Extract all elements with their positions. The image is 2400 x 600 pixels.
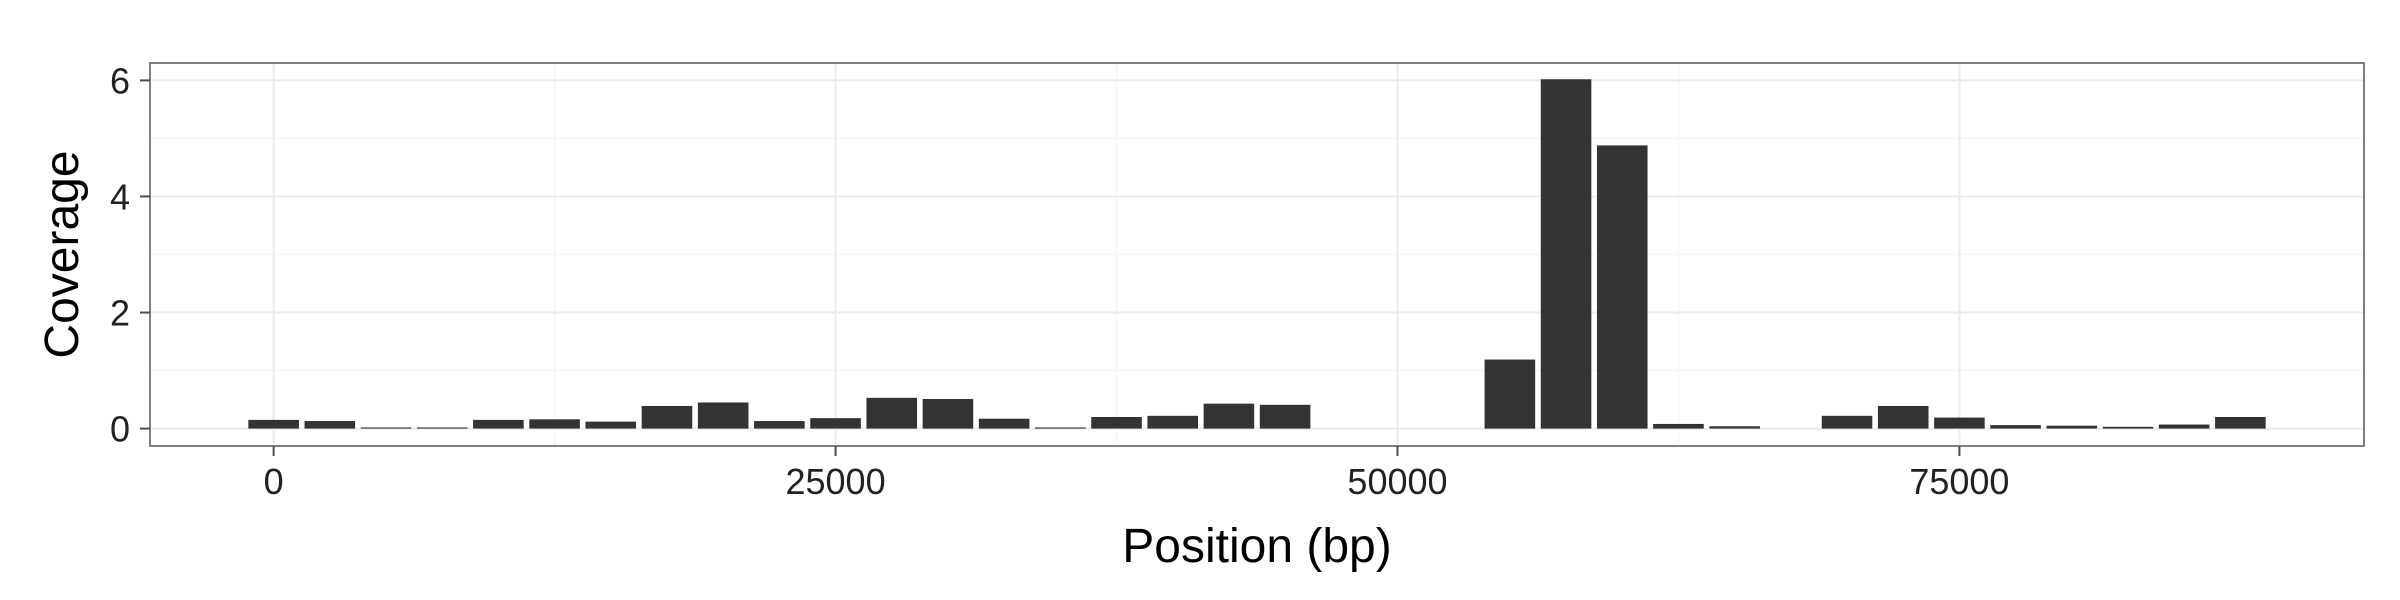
coverage-bar xyxy=(1147,415,1198,429)
coverage-bar xyxy=(1934,417,1985,429)
coverage-bar xyxy=(1540,79,1592,429)
coverage-bar xyxy=(697,402,749,429)
y-tick-label: 2 xyxy=(110,293,130,334)
plot-panel-border xyxy=(149,62,2365,447)
coverage-bar xyxy=(641,405,693,429)
coverage-bar xyxy=(1091,416,1142,429)
coverage-bar xyxy=(1259,404,1311,429)
coverage-bar xyxy=(1821,415,1873,429)
coverage-bar xyxy=(978,418,1030,429)
coverage-bar xyxy=(1035,427,1086,429)
coverage-bar xyxy=(1484,359,1536,429)
coverage-bar xyxy=(1877,405,1929,429)
x-tick-label: 25000 xyxy=(785,461,885,502)
coverage-bar xyxy=(585,421,637,429)
coverage-bar xyxy=(1709,426,1760,429)
coverage-bar xyxy=(304,421,356,429)
coverage-bar xyxy=(922,398,974,429)
coverage-bar xyxy=(248,419,299,429)
minor-gridlines xyxy=(150,63,2364,446)
x-tick-label: 75000 xyxy=(1909,461,2009,502)
x-tick-label: 0 xyxy=(264,461,284,502)
coverage-bar xyxy=(360,427,412,429)
coverage-bar xyxy=(529,419,580,429)
x-tick-label: 50000 xyxy=(1347,461,1447,502)
coverage-bar xyxy=(1653,423,1704,429)
coverage-bar xyxy=(1990,425,2041,429)
coverage-bar xyxy=(1596,145,1648,429)
bars xyxy=(248,79,2266,429)
coverage-bar xyxy=(2046,425,2098,429)
y-tick-label: 0 xyxy=(110,409,130,450)
y-axis: 0 2 4 6 xyxy=(110,60,150,450)
coverage-bar xyxy=(2158,424,2210,429)
coverage-bar xyxy=(866,397,918,429)
y-tick-label: 6 xyxy=(110,60,130,101)
coverage-bar xyxy=(754,421,805,429)
x-axis-title: Position (bp) xyxy=(1122,520,1391,573)
coverage-bar xyxy=(1203,403,1255,429)
coverage-bar xyxy=(810,418,861,429)
coverage-bar xyxy=(416,427,468,429)
coverage-bar xyxy=(2102,426,2154,429)
coverage-bar xyxy=(2215,416,2266,429)
y-tick-label: 4 xyxy=(110,176,130,217)
x-axis: 0 25000 50000 75000 xyxy=(264,446,2009,502)
coverage-bar xyxy=(473,419,524,429)
y-axis-title: Coverage xyxy=(36,150,89,358)
